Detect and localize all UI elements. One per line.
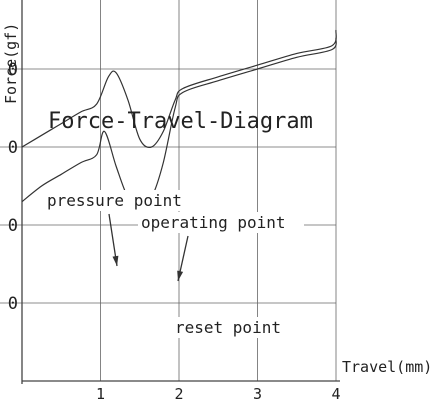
x-tick-label: 4 (331, 385, 340, 403)
y-tick-label: 00 (0, 0, 18, 2)
operating-label-bg (138, 212, 304, 233)
x-axis-label: Travel(mm) (342, 358, 432, 376)
annotation-arrows (108, 213, 189, 282)
pressure-point-arrow (108, 213, 119, 267)
pressure-label-bg (44, 190, 204, 211)
chart-title: Force-Travel-Diagram (48, 109, 313, 134)
y-tick-label: 0 (8, 138, 18, 158)
x-tick-label: 1 (96, 385, 105, 403)
y-tick-label: 0 (8, 294, 18, 314)
grid (0, 0, 337, 381)
x-tick-label: 2 (174, 385, 183, 403)
y-axis-label: Force(gf) (2, 23, 20, 104)
operating-point-label: operating point (141, 213, 286, 232)
tick-layer: 123400000020 (0, 0, 341, 403)
pressure-point-label: pressure point (47, 191, 182, 210)
series-line-0 (21, 29, 337, 149)
operating-point-arrow (177, 235, 189, 282)
reset-point-label: reset point (175, 318, 281, 337)
reset-label-bg (172, 317, 298, 338)
y-tick-label: 0 (8, 216, 18, 236)
y-tick-label: 0 (8, 60, 18, 80)
x-tick-label: 3 (253, 385, 262, 403)
